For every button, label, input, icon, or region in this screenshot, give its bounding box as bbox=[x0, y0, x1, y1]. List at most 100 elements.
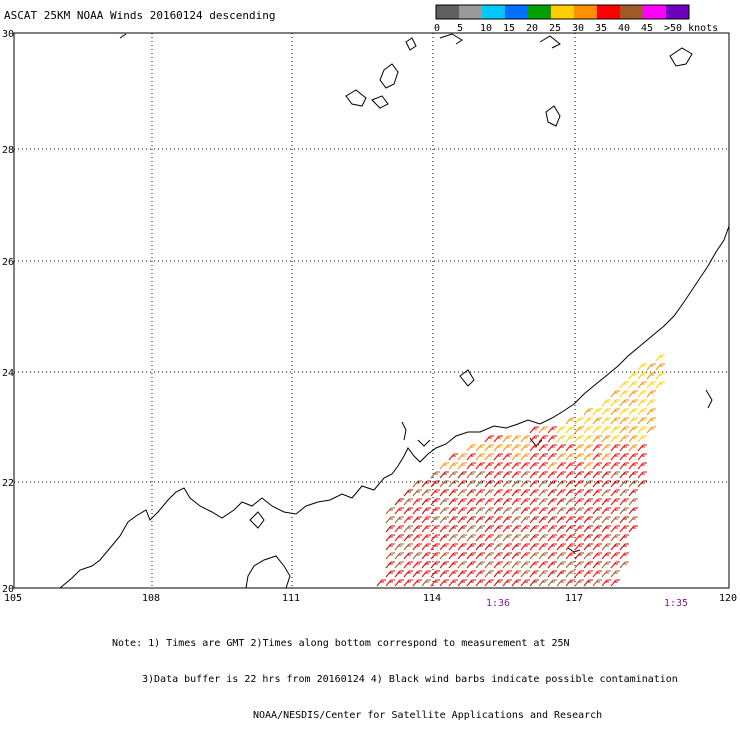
wind-barb bbox=[529, 579, 539, 587]
wind-barb bbox=[565, 525, 575, 533]
wind-barbs bbox=[376, 354, 665, 587]
wind-barb bbox=[628, 507, 638, 515]
wind-barb bbox=[448, 498, 458, 506]
wind-barb bbox=[610, 579, 620, 587]
wind-barb bbox=[619, 552, 629, 560]
wind-barb bbox=[619, 534, 629, 542]
wind-barb bbox=[610, 399, 620, 407]
wind-barb bbox=[583, 498, 593, 506]
wind-barb bbox=[574, 534, 584, 542]
wind-barb bbox=[421, 480, 431, 488]
wind-barb bbox=[412, 570, 422, 578]
wind-barb bbox=[448, 462, 458, 470]
wind-barb bbox=[592, 408, 602, 416]
wind-barb bbox=[484, 435, 494, 443]
wind-barb bbox=[421, 507, 431, 515]
wind-barb bbox=[457, 534, 467, 542]
wind-barb bbox=[592, 444, 602, 452]
wind-barb bbox=[394, 498, 404, 506]
wind-barb bbox=[475, 444, 485, 452]
wind-barb bbox=[439, 534, 449, 542]
wind-barb bbox=[439, 480, 449, 488]
wind-barb bbox=[493, 480, 503, 488]
wind-barb bbox=[412, 579, 422, 587]
wind-barb bbox=[502, 561, 512, 569]
wind-barb bbox=[565, 498, 575, 506]
wind-barb bbox=[475, 579, 485, 587]
wind-barb bbox=[529, 516, 539, 524]
wind-barb bbox=[583, 552, 593, 560]
wind-barb bbox=[610, 417, 620, 425]
wind-barb bbox=[502, 444, 512, 452]
wind-barb bbox=[556, 561, 566, 569]
wind-barb bbox=[547, 471, 557, 479]
wind-barb bbox=[628, 453, 638, 461]
wind-barb bbox=[592, 489, 602, 497]
legend-swatch bbox=[551, 5, 574, 19]
wind-barb bbox=[448, 507, 458, 515]
wind-barb bbox=[538, 444, 548, 452]
wind-barb bbox=[484, 570, 494, 578]
wind-barb bbox=[448, 561, 458, 569]
wind-barb bbox=[475, 453, 485, 461]
wind-barb bbox=[583, 507, 593, 515]
map-frame bbox=[13, 32, 730, 589]
wind-barb bbox=[547, 579, 557, 587]
wind-barb bbox=[547, 516, 557, 524]
wind-barb bbox=[430, 579, 440, 587]
wind-barb bbox=[574, 435, 584, 443]
wind-barb bbox=[556, 435, 566, 443]
wind-barb bbox=[610, 534, 620, 542]
wind-barb bbox=[619, 399, 629, 407]
wind-barb bbox=[493, 507, 503, 515]
wind-barb bbox=[520, 543, 530, 551]
wind-barb bbox=[565, 417, 575, 425]
wind-barb bbox=[466, 453, 476, 461]
wind-barb bbox=[385, 507, 395, 515]
wind-barb bbox=[403, 570, 413, 578]
wind-barb bbox=[484, 489, 494, 497]
wind-barb bbox=[601, 399, 611, 407]
wind-barb bbox=[475, 462, 485, 470]
wind-barb bbox=[475, 570, 485, 578]
wind-barb bbox=[448, 489, 458, 497]
wind-barb bbox=[475, 561, 485, 569]
wind-barb bbox=[655, 372, 665, 380]
wind-barb bbox=[448, 543, 458, 551]
wind-barb bbox=[493, 444, 503, 452]
wind-barb bbox=[574, 552, 584, 560]
wind-barb bbox=[565, 570, 575, 578]
wind-barb bbox=[529, 453, 539, 461]
wind-barb bbox=[601, 525, 611, 533]
wind-barb bbox=[556, 498, 566, 506]
wind-barb bbox=[448, 570, 458, 578]
wind-barb bbox=[502, 435, 512, 443]
wind-barb bbox=[439, 462, 449, 470]
legend-swatch bbox=[505, 5, 528, 19]
wind-barb bbox=[601, 480, 611, 488]
wind-barb bbox=[529, 561, 539, 569]
wind-barb bbox=[421, 525, 431, 533]
wind-barb bbox=[601, 444, 611, 452]
wind-barb bbox=[394, 552, 404, 560]
wind-barb bbox=[583, 471, 593, 479]
wind-barb bbox=[484, 561, 494, 569]
wind-barb bbox=[511, 525, 521, 533]
wind-barb bbox=[448, 552, 458, 560]
wind-barb bbox=[646, 399, 656, 407]
wind-barb bbox=[457, 525, 467, 533]
wind-barb bbox=[466, 480, 476, 488]
wind-barb bbox=[493, 498, 503, 506]
legend-swatch bbox=[666, 5, 689, 19]
wind-barb bbox=[583, 462, 593, 470]
wind-barb bbox=[403, 507, 413, 515]
wind-barb bbox=[601, 552, 611, 560]
wind-barb bbox=[430, 507, 440, 515]
wind-barb bbox=[574, 525, 584, 533]
wind-barb bbox=[529, 426, 539, 434]
wind-barb bbox=[484, 543, 494, 551]
wind-barb bbox=[646, 417, 656, 425]
wind-barb bbox=[592, 570, 602, 578]
wind-barb bbox=[466, 462, 476, 470]
wind-barb bbox=[502, 525, 512, 533]
